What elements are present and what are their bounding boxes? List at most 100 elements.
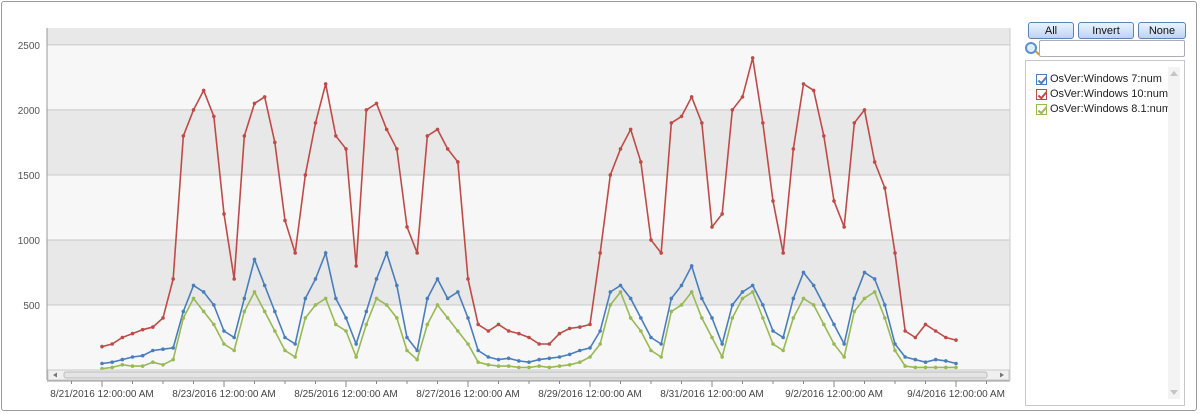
data-point — [415, 251, 419, 255]
data-point — [283, 335, 287, 340]
data-point — [435, 303, 440, 307]
data-point — [567, 352, 572, 357]
data-point — [435, 127, 440, 132]
data-point — [811, 303, 816, 307]
grid-band — [47, 174, 1010, 240]
data-point — [303, 296, 308, 301]
data-point — [151, 360, 155, 364]
series-1 — [100, 56, 958, 349]
data-point — [212, 303, 216, 307]
data-point — [598, 251, 602, 255]
data-point — [354, 355, 358, 359]
data-point — [445, 296, 450, 301]
list-scrollbar[interactable] — [1168, 67, 1180, 399]
scrollbar-thumb[interactable] — [63, 371, 988, 379]
data-point — [262, 95, 267, 99]
series-label: OsVer:Windows 7:num — [1050, 72, 1162, 85]
data-point — [557, 364, 562, 368]
series-item-windows-8-1[interactable]: OsVer:Windows 8.1:num — [1036, 101, 1171, 117]
data-point — [395, 147, 399, 151]
data-point — [384, 251, 389, 255]
data-point — [872, 277, 877, 281]
data-point — [791, 147, 796, 151]
data-point — [913, 365, 918, 370]
data-point — [456, 329, 460, 333]
data-point — [781, 335, 785, 340]
series-item-windows-7[interactable]: OsVer:Windows 7:num — [1036, 71, 1162, 87]
data-point — [476, 360, 480, 364]
x-tick-label: 9/4/2016 12:00:00 AM — [907, 389, 1005, 400]
data-point — [720, 355, 724, 359]
data-point — [883, 303, 887, 307]
data-point — [852, 296, 857, 301]
data-point — [120, 362, 125, 367]
data-point — [486, 329, 491, 333]
grid-band — [47, 44, 1010, 110]
data-point — [700, 296, 704, 301]
data-point — [639, 329, 643, 333]
data-point — [832, 342, 836, 346]
select-none-button[interactable]: None — [1138, 22, 1186, 39]
invert-button[interactable]: Invert — [1078, 22, 1134, 39]
search-icon — [1025, 42, 1037, 54]
data-point — [588, 322, 592, 327]
data-point — [862, 296, 867, 301]
data-point — [232, 335, 236, 340]
y-tick-label: 2000 — [18, 106, 41, 117]
data-point — [679, 303, 684, 307]
data-point — [893, 348, 897, 353]
data-point — [557, 355, 562, 359]
data-point — [222, 342, 226, 346]
data-point — [517, 365, 521, 370]
scroll-up-icon[interactable] — [1170, 71, 1178, 76]
x-tick-label: 8/29/2016 12:00:00 AM — [538, 389, 641, 400]
scroll-right-icon[interactable] — [1000, 372, 1004, 378]
data-point — [761, 121, 765, 125]
checkbox-checked-icon[interactable] — [1036, 88, 1047, 100]
data-point — [110, 342, 114, 346]
data-point — [659, 342, 663, 346]
data-point — [944, 335, 948, 340]
series-search-input[interactable] — [1039, 40, 1185, 57]
scroll-down-icon[interactable] — [1170, 390, 1178, 395]
data-point — [720, 212, 724, 216]
series-label: OsVer:Windows 8.1:num — [1050, 102, 1172, 115]
scroll-left-icon[interactable] — [53, 372, 57, 378]
data-point — [323, 251, 328, 255]
data-point — [954, 338, 958, 342]
data-point — [212, 114, 216, 119]
data-point — [212, 322, 216, 327]
data-point — [527, 335, 531, 340]
data-point — [425, 322, 430, 327]
series-item-windows-10[interactable]: OsVer:Windows 10:num — [1036, 86, 1168, 102]
data-point — [374, 277, 379, 281]
data-point — [171, 346, 175, 350]
data-point — [130, 331, 135, 336]
data-point — [578, 325, 582, 329]
select-all-button[interactable]: All — [1028, 22, 1074, 39]
data-point — [730, 108, 735, 112]
data-point — [679, 283, 684, 288]
data-point — [252, 290, 257, 294]
data-point — [120, 335, 125, 340]
data-point — [161, 347, 165, 351]
data-point — [415, 357, 419, 362]
data-point — [191, 108, 196, 112]
y-tick-label: 1000 — [18, 236, 41, 247]
data-point — [628, 296, 633, 301]
checkbox-checked-icon[interactable] — [1036, 73, 1047, 85]
y-tick-label: 2500 — [18, 41, 41, 52]
data-point — [252, 257, 257, 262]
data-point — [862, 270, 867, 275]
data-point — [171, 277, 175, 281]
x-tick-label: 8/31/2016 12:00:00 AM — [660, 389, 763, 400]
data-point — [110, 365, 114, 370]
y-tick-label: 500 — [23, 301, 40, 312]
data-point — [679, 114, 684, 119]
data-point — [232, 277, 236, 281]
data-point — [527, 365, 531, 370]
data-point — [811, 283, 816, 288]
checkbox-checked-icon[interactable] — [1036, 103, 1047, 115]
data-point — [598, 342, 602, 346]
data-point — [872, 160, 877, 164]
